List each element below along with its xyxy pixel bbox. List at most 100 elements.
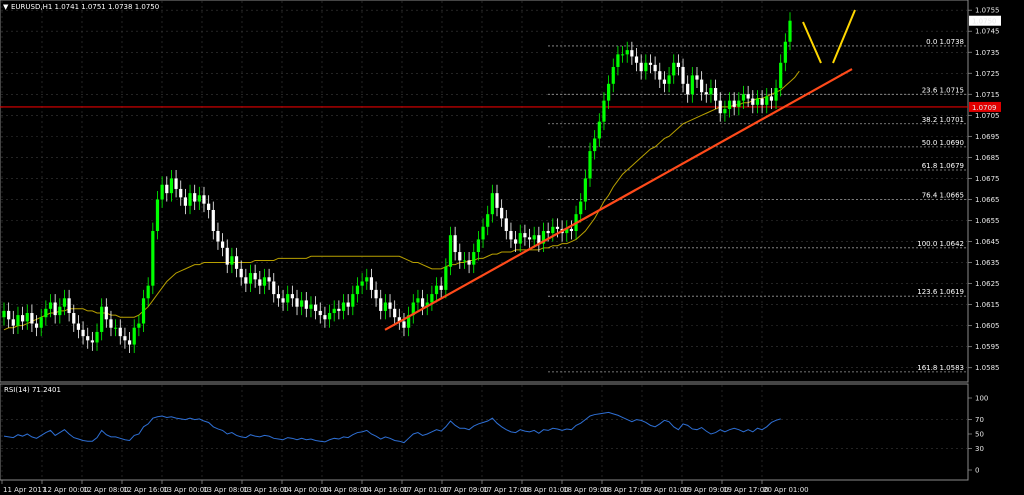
time-label: 12 Apr 00:00 <box>43 486 89 494</box>
time-label: 19 Apr 17:00 <box>723 486 769 494</box>
price-label: 1.0685 <box>975 154 1000 162</box>
candle-body <box>151 231 155 286</box>
candle-body <box>318 310 322 316</box>
fib-level-label: 161.8 1.0583 <box>917 364 964 372</box>
fib-level-label: 38.2 1.0701 <box>922 116 964 124</box>
time-label: 18 Apr 17:00 <box>603 486 649 494</box>
price-label: 1.0595 <box>975 343 1000 351</box>
rsi-axis[interactable]: 100 70 50 30 0 <box>968 395 988 475</box>
candle-body <box>90 340 94 343</box>
candle-body <box>453 235 457 253</box>
candle-body <box>676 62 680 67</box>
moving-average-line <box>3 70 800 331</box>
candle-body <box>132 327 136 345</box>
candle-body <box>267 277 271 282</box>
candle-body <box>137 323 141 328</box>
candle-body <box>53 302 57 316</box>
candle-body <box>193 193 197 202</box>
trendline[interactable] <box>384 68 853 331</box>
time-label: 19 Apr 01:00 <box>643 486 689 494</box>
projection-path[interactable] <box>802 9 856 64</box>
price-label: 1.0645 <box>975 238 1000 246</box>
candle-body <box>420 298 425 307</box>
candle-body <box>160 184 164 200</box>
candle-body <box>67 298 71 314</box>
candle-body <box>86 336 90 341</box>
time-label: 19 Apr 09:00 <box>683 486 729 494</box>
fibonacci-retracement[interactable]: 0.0 1.0738 23.6 1.0715 38.2 1.0701 50.0 1.0… <box>548 38 966 373</box>
candle-body <box>397 317 401 322</box>
candle-body <box>588 151 592 179</box>
candle-body <box>100 306 104 332</box>
candle-body <box>165 184 169 194</box>
candle-body <box>644 62 648 72</box>
price-panel[interactable] <box>0 0 969 383</box>
price-label: 1.0745 <box>975 28 1000 36</box>
candle-body <box>541 231 546 244</box>
candle-body <box>72 313 76 324</box>
candle-body <box>174 178 178 189</box>
candle-body <box>30 313 34 324</box>
rsi-panel[interactable] <box>0 383 969 481</box>
candle-body <box>769 96 773 101</box>
candle-body <box>304 300 308 309</box>
fib-level-label: 0.0 1.0738 <box>926 38 964 46</box>
candle-body <box>365 277 369 282</box>
candle-body <box>407 315 411 328</box>
candle-body <box>230 256 234 265</box>
candle-body <box>393 308 397 318</box>
candle-body <box>169 178 174 194</box>
candle-body <box>114 327 118 329</box>
candle-body <box>518 233 522 244</box>
candle-body <box>527 237 532 240</box>
candle-body <box>155 199 160 232</box>
candle-body <box>616 54 620 67</box>
candle-body <box>755 98 760 105</box>
candle-body <box>48 302 53 309</box>
current-price-tag <box>969 15 1001 26</box>
candle-body <box>81 329 85 337</box>
candle-body <box>653 64 657 72</box>
candle-body <box>434 285 439 295</box>
price-axis[interactable]: 1.0755 1.0745 1.0735 1.0725 1.0715 1.0705 1.06… <box>968 7 1001 372</box>
candle-body <box>383 302 387 311</box>
candle-body <box>258 279 262 286</box>
candle-body <box>197 195 201 202</box>
candle-body <box>360 281 364 286</box>
candle-body <box>379 298 383 311</box>
price-label: 1.0635 <box>975 259 1000 267</box>
candle-body <box>141 298 146 324</box>
candle-body <box>448 235 453 267</box>
rsi-label: 30 <box>975 445 984 453</box>
candle-body <box>490 193 494 215</box>
candle-body <box>341 302 346 311</box>
candle-body <box>565 228 569 234</box>
candle-body <box>337 308 341 311</box>
candle-body <box>681 66 685 84</box>
candle-body <box>639 62 643 72</box>
fib-level-label: 23.6 1.0715 <box>922 86 964 94</box>
candle-body <box>207 203 211 210</box>
candle-body <box>276 294 281 299</box>
candle-body <box>425 302 429 307</box>
candle-body <box>467 260 471 265</box>
candle-body <box>704 92 708 95</box>
candle-body <box>239 268 243 278</box>
price-label: 1.0675 <box>975 175 1000 183</box>
candle-body <box>11 319 15 326</box>
price-label: 1.0725 <box>975 70 1000 78</box>
time-label: 11 Apr 2017 <box>3 486 46 494</box>
candle-body <box>672 62 676 76</box>
rsi-label: 0 <box>975 467 979 475</box>
candle-body <box>569 228 574 232</box>
candle-body <box>746 94 750 99</box>
symbol-header: EURUSD,H1 1.0741 1.0751 1.0738 1.0750 <box>11 3 159 11</box>
candle-body <box>402 321 406 328</box>
rsi-label: 100 <box>975 395 988 403</box>
fib-level-label: 61.8 1.0679 <box>922 162 964 170</box>
rsi-grid <box>1 385 967 479</box>
candle-body <box>630 50 634 57</box>
candle-body <box>579 201 583 215</box>
